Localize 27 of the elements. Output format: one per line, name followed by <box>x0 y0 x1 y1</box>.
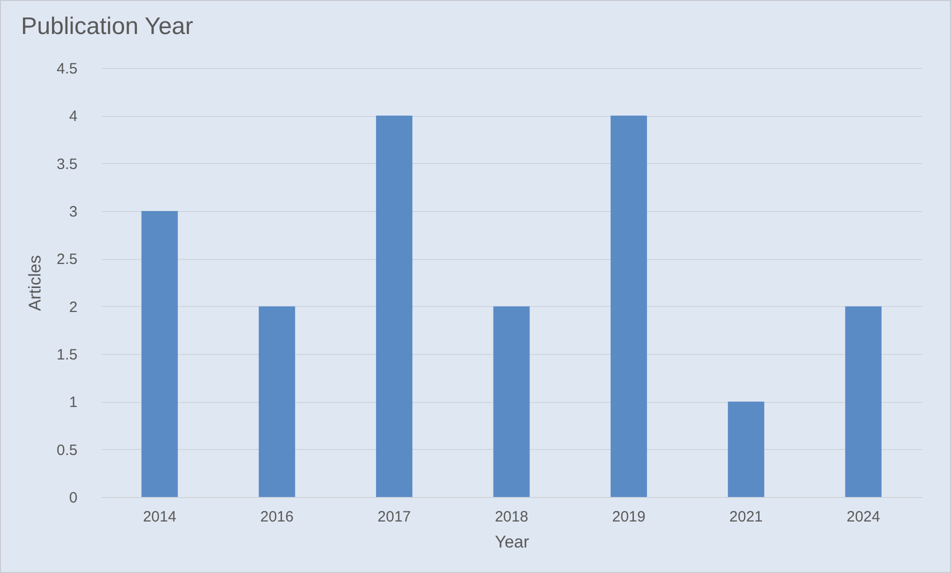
x-tick-label: 2021 <box>729 508 763 526</box>
bar <box>728 402 764 497</box>
y-tick-label: 2 <box>69 298 78 316</box>
y-tick-label: 4 <box>69 108 78 126</box>
y-tick-label: 3.5 <box>56 156 78 173</box>
y-tick-label: 2.5 <box>56 251 78 268</box>
x-tick-label: 2016 <box>260 508 294 526</box>
x-tick-label: 2014 <box>142 508 176 526</box>
y-axis-title: Articles <box>26 255 45 311</box>
y-tick-label: 1.5 <box>56 346 78 364</box>
x-axis-title: Year <box>494 532 530 552</box>
bar <box>493 306 530 497</box>
y-tick-label: 0.5 <box>56 442 78 459</box>
y-tick-label: 1 <box>69 394 78 412</box>
bar <box>845 306 882 497</box>
chart-title: Publication Year <box>21 13 194 40</box>
bar <box>141 211 178 497</box>
y-tick-label: 3 <box>69 204 78 220</box>
x-tick-label: 2019 <box>612 508 646 526</box>
x-tick-label: 2017 <box>378 508 411 526</box>
x-tick-label: 2024 <box>846 508 880 526</box>
x-tick-label: 2018 <box>494 508 528 526</box>
y-tick-label: 0 <box>69 490 78 506</box>
bar <box>610 116 647 497</box>
bar <box>376 116 412 497</box>
bar <box>258 306 296 497</box>
y-tick-label: 4.5 <box>56 60 78 78</box>
